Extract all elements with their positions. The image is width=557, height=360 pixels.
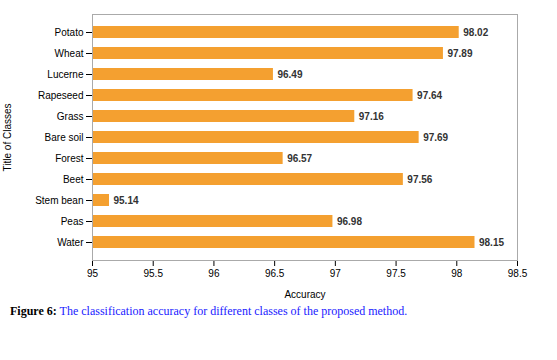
svg-text:97.64: 97.64 (417, 90, 442, 101)
svg-text:97.5: 97.5 (386, 268, 406, 279)
svg-text:97.69: 97.69 (423, 132, 448, 143)
svg-text:96.98: 96.98 (337, 216, 362, 227)
svg-text:Peas: Peas (61, 216, 84, 227)
svg-text:Title of Classes: Title of Classes (2, 104, 13, 172)
svg-text:97.16: 97.16 (359, 111, 384, 122)
svg-text:Bare soil: Bare soil (45, 132, 84, 143)
svg-text:Grass: Grass (57, 111, 84, 122)
svg-text:Accuracy: Accuracy (284, 289, 325, 300)
svg-text:96: 96 (208, 268, 220, 279)
svg-text:Beet: Beet (63, 174, 84, 185)
svg-text:98.15: 98.15 (479, 237, 504, 248)
svg-text:Forest: Forest (55, 153, 84, 164)
svg-text:96.5: 96.5 (265, 268, 285, 279)
svg-text:96.57: 96.57 (287, 153, 312, 164)
svg-text:95.5: 95.5 (143, 268, 163, 279)
svg-text:95.14: 95.14 (114, 195, 139, 206)
svg-text:98.02: 98.02 (463, 27, 488, 38)
svg-text:97.56: 97.56 (407, 174, 432, 185)
svg-text:96.49: 96.49 (277, 69, 302, 80)
svg-text:97: 97 (330, 268, 342, 279)
svg-text:Stem bean: Stem bean (35, 195, 83, 206)
svg-text:98: 98 (451, 268, 463, 279)
svg-text:Potato: Potato (55, 27, 84, 38)
html-text:Figure 6: The classification a: Figure 6: The classification accuracy fo… (10, 304, 408, 318)
svg-text:98.5: 98.5 (508, 268, 528, 279)
svg-text:95: 95 (87, 268, 99, 279)
svg-text:Lucerne: Lucerne (47, 69, 84, 80)
svg-text:97.89: 97.89 (447, 48, 472, 59)
svg-text:Water: Water (57, 237, 84, 248)
svg-text:Wheat: Wheat (55, 48, 84, 59)
svg-text:Rapeseed: Rapeseed (38, 90, 84, 101)
